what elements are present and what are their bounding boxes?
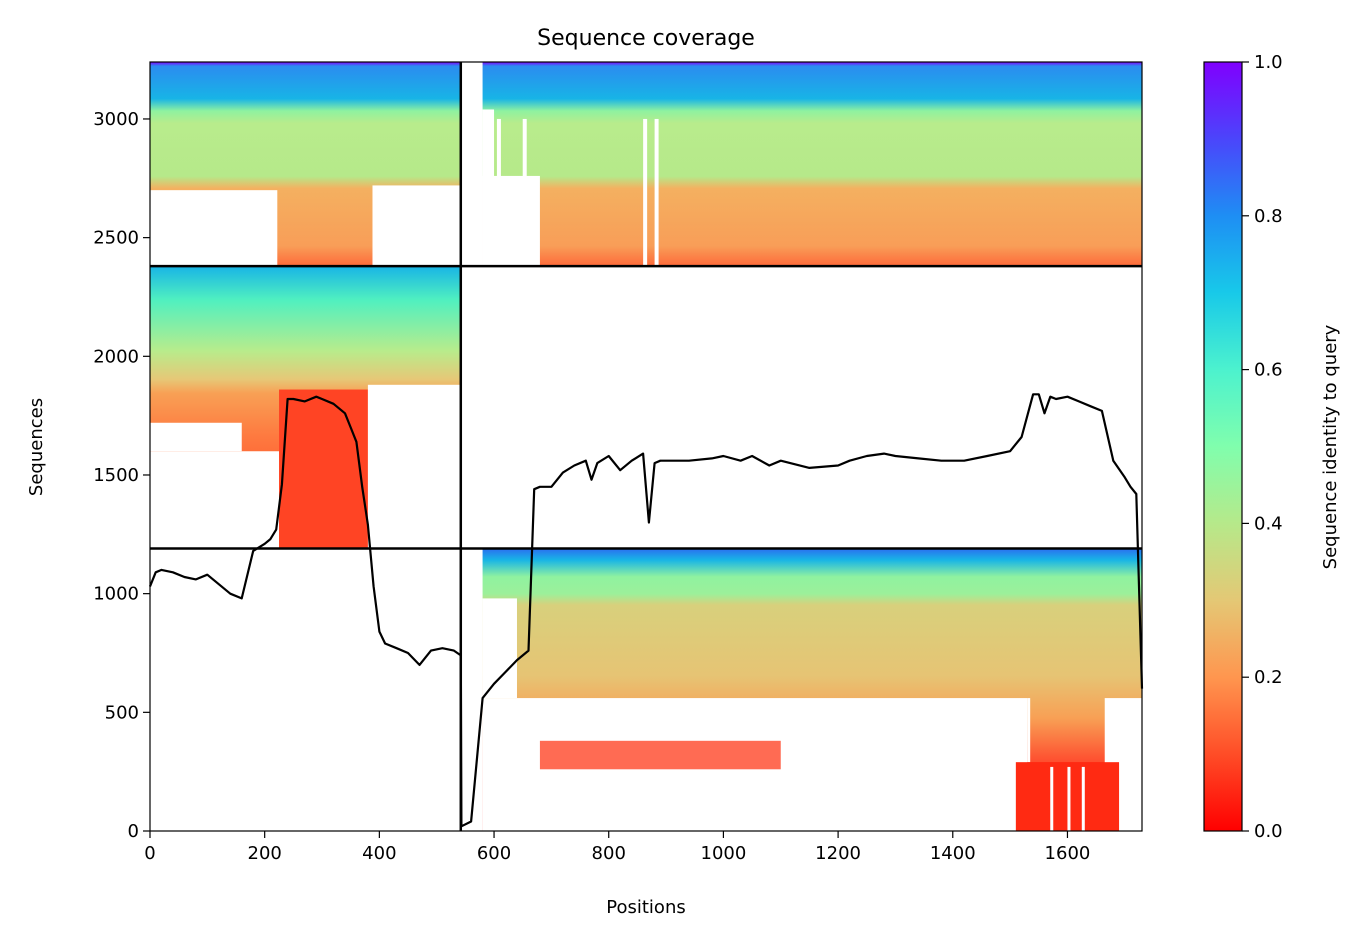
colorbar <box>1203 61 1243 832</box>
coverage-gap <box>150 190 278 267</box>
y-tick-label: 2500 <box>93 228 139 249</box>
colorbar-tick-label: 1.0 <box>1254 52 1283 73</box>
y-tick-label: 1000 <box>93 584 139 605</box>
coverage-cluster <box>279 389 368 549</box>
x-tick-label: 800 <box>592 843 626 864</box>
y-tick-label: 1500 <box>93 465 139 486</box>
divider-lines <box>150 62 1142 831</box>
colorbar-tick-label: 0.0 <box>1254 821 1283 842</box>
coverage-gap <box>1067 766 1071 831</box>
y-axis-ticks: 0 500 1000 1500 2000 2500 3000 <box>93 109 150 842</box>
coverage-gap <box>1081 766 1085 831</box>
coverage-gap <box>150 422 242 452</box>
colorbar-tick-label: 0.8 <box>1254 206 1283 227</box>
coverage-gap <box>372 185 461 267</box>
y-tick-label: 500 <box>105 702 139 723</box>
x-axis-ticks: 0 200 400 600 800 1000 1200 1400 1600 <box>144 831 1090 864</box>
coverage-gaps <box>150 109 1142 831</box>
colorbar-tick-label: 0.4 <box>1254 513 1283 534</box>
coverage-line <box>148 393 1144 828</box>
coverage-gap <box>1050 766 1054 831</box>
colorbar-label: Sequence identity to query <box>1320 324 1341 569</box>
coverage-gap <box>522 118 527 267</box>
axes-frame <box>149 61 1143 832</box>
x-tick-label: 1400 <box>930 843 976 864</box>
x-tick-label: 1200 <box>815 843 861 864</box>
coverage-gap <box>482 109 495 267</box>
y-tick-label: 2000 <box>93 346 139 367</box>
coverage-gap <box>643 118 648 267</box>
colorbar-tick-label: 0.6 <box>1254 360 1283 381</box>
x-tick-label: 1000 <box>701 843 747 864</box>
coverage-cluster <box>539 740 781 770</box>
colorbar-ticks: 0.0 0.2 0.4 0.6 0.8 1.0 <box>1242 52 1283 842</box>
x-tick-label: 400 <box>362 843 396 864</box>
y-tick-label: 0 <box>128 821 139 842</box>
colorbar-tick-label: 0.2 <box>1254 667 1283 688</box>
coverage-gap <box>496 118 501 267</box>
x-tick-label: 600 <box>477 843 511 864</box>
y-tick-label: 3000 <box>93 109 139 130</box>
coverage-block <box>482 62 1143 267</box>
x-tick-label: 0 <box>144 843 155 864</box>
x-tick-label: 200 <box>248 843 282 864</box>
coverage-gap <box>367 384 461 549</box>
chart-title: Sequence coverage <box>537 26 755 51</box>
coverage-gap <box>482 598 517 699</box>
coverage-gap <box>1027 698 1031 763</box>
y-axis-label: Sequences <box>26 398 47 496</box>
x-tick-label: 1600 <box>1045 843 1091 864</box>
coverage-gap <box>654 118 659 267</box>
coverage-gap <box>150 451 280 549</box>
x-axis-label: Positions <box>606 897 685 918</box>
